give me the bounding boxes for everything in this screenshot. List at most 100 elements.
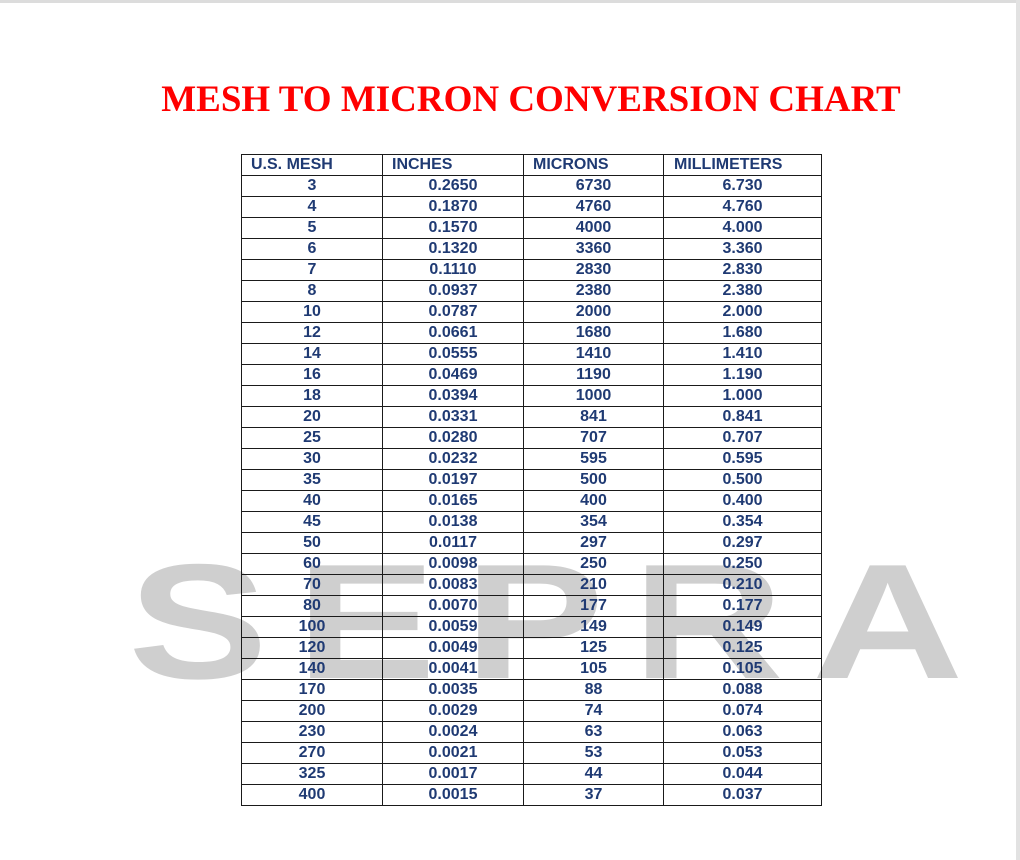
- cell-us-mesh: 40: [241, 490, 383, 512]
- table-row: 7 0.1110 2830 2.830: [241, 259, 822, 281]
- cell-inches: 0.0787: [382, 301, 524, 323]
- cell-millimeters: 1.190: [663, 364, 822, 386]
- cell-us-mesh: 18: [241, 385, 383, 407]
- cell-millimeters: 1.680: [663, 322, 822, 344]
- table-row: 18 0.0394 1000 1.000: [241, 385, 822, 407]
- table-row: 100 0.0059 149 0.149: [241, 616, 822, 638]
- cell-microns: 250: [523, 553, 664, 575]
- cell-microns: 707: [523, 427, 664, 449]
- cell-microns: 88: [523, 679, 664, 701]
- cell-inches: 0.0117: [382, 532, 524, 554]
- cell-us-mesh: 30: [241, 448, 383, 470]
- cell-inches: 0.0024: [382, 721, 524, 743]
- cell-inches: 0.0029: [382, 700, 524, 722]
- cell-microns: 2380: [523, 280, 664, 302]
- table-row: 35 0.0197 500 0.500: [241, 469, 822, 491]
- cell-microns: 63: [523, 721, 664, 743]
- cell-millimeters: 0.841: [663, 406, 822, 428]
- cell-us-mesh: 200: [241, 700, 383, 722]
- cell-millimeters: 6.730: [663, 175, 822, 197]
- cell-millimeters: 2.380: [663, 280, 822, 302]
- table-row: 140 0.0041 105 0.105: [241, 658, 822, 680]
- table-row: 60 0.0098 250 0.250: [241, 553, 822, 575]
- cell-inches: 0.0331: [382, 406, 524, 428]
- cell-inches: 0.0280: [382, 427, 524, 449]
- cell-microns: 400: [523, 490, 664, 512]
- cell-millimeters: 0.595: [663, 448, 822, 470]
- cell-microns: 841: [523, 406, 664, 428]
- cell-us-mesh: 6: [241, 238, 383, 260]
- table-row: 5 0.1570 4000 4.000: [241, 217, 822, 239]
- cell-us-mesh: 120: [241, 637, 383, 659]
- cell-millimeters: 1.000: [663, 385, 822, 407]
- cell-inches: 0.0138: [382, 511, 524, 533]
- cell-us-mesh: 80: [241, 595, 383, 617]
- top-border: [0, 0, 1020, 3]
- table-row: 30 0.0232 595 0.595: [241, 448, 822, 470]
- header-inches: INCHES: [382, 154, 524, 176]
- cell-microns: 53: [523, 742, 664, 764]
- cell-inches: 0.0098: [382, 553, 524, 575]
- cell-microns: 44: [523, 763, 664, 785]
- cell-microns: 1680: [523, 322, 664, 344]
- cell-millimeters: 0.354: [663, 511, 822, 533]
- table-row: 14 0.0555 1410 1.410: [241, 343, 822, 365]
- table-row: 325 0.0017 44 0.044: [241, 763, 822, 785]
- cell-us-mesh: 16: [241, 364, 383, 386]
- cell-millimeters: 0.125: [663, 637, 822, 659]
- cell-microns: 2830: [523, 259, 664, 281]
- table-row: 400 0.0015 37 0.037: [241, 784, 822, 806]
- header-millimeters: MILLIMETERS: [663, 154, 822, 176]
- cell-microns: 2000: [523, 301, 664, 323]
- cell-us-mesh: 230: [241, 721, 383, 743]
- cell-microns: 105: [523, 658, 664, 680]
- cell-inches: 0.0469: [382, 364, 524, 386]
- cell-millimeters: 0.037: [663, 784, 822, 806]
- cell-millimeters: 0.053: [663, 742, 822, 764]
- cell-us-mesh: 325: [241, 763, 383, 785]
- cell-microns: 6730: [523, 175, 664, 197]
- cell-us-mesh: 140: [241, 658, 383, 680]
- header-microns: MICRONS: [523, 154, 664, 176]
- cell-microns: 595: [523, 448, 664, 470]
- cell-us-mesh: 25: [241, 427, 383, 449]
- table-row: 230 0.0024 63 0.063: [241, 721, 822, 743]
- cell-millimeters: 0.063: [663, 721, 822, 743]
- cell-us-mesh: 100: [241, 616, 383, 638]
- cell-us-mesh: 10: [241, 301, 383, 323]
- table-row: 25 0.0280 707 0.707: [241, 427, 822, 449]
- cell-microns: 125: [523, 637, 664, 659]
- cell-inches: 0.0555: [382, 343, 524, 365]
- cell-us-mesh: 7: [241, 259, 383, 281]
- cell-microns: 1190: [523, 364, 664, 386]
- table-row: 12 0.0661 1680 1.680: [241, 322, 822, 344]
- cell-millimeters: 0.074: [663, 700, 822, 722]
- cell-inches: 0.0197: [382, 469, 524, 491]
- cell-us-mesh: 70: [241, 574, 383, 596]
- cell-inches: 0.1320: [382, 238, 524, 260]
- table-row: 270 0.0021 53 0.053: [241, 742, 822, 764]
- cell-inches: 0.1870: [382, 196, 524, 218]
- table-row: 120 0.0049 125 0.125: [241, 637, 822, 659]
- cell-millimeters: 4.760: [663, 196, 822, 218]
- cell-millimeters: 0.210: [663, 574, 822, 596]
- table-row: 6 0.1320 3360 3.360: [241, 238, 822, 260]
- cell-millimeters: 1.410: [663, 343, 822, 365]
- cell-millimeters: 0.707: [663, 427, 822, 449]
- cell-microns: 3360: [523, 238, 664, 260]
- cell-inches: 0.1110: [382, 259, 524, 281]
- cell-inches: 0.0661: [382, 322, 524, 344]
- cell-us-mesh: 4: [241, 196, 383, 218]
- header-row: U.S. MESH INCHES MICRONS MILLIMETERS: [241, 154, 822, 176]
- cell-us-mesh: 270: [241, 742, 383, 764]
- cell-microns: 354: [523, 511, 664, 533]
- cell-inches: 0.0083: [382, 574, 524, 596]
- cell-microns: 4760: [523, 196, 664, 218]
- cell-millimeters: 0.149: [663, 616, 822, 638]
- table-row: 40 0.0165 400 0.400: [241, 490, 822, 512]
- cell-us-mesh: 20: [241, 406, 383, 428]
- mesh-conversion-table: U.S. MESH INCHES MICRONS MILLIMETERS 3 0.…: [241, 154, 822, 806]
- table-row: 8 0.0937 2380 2.380: [241, 280, 822, 302]
- cell-us-mesh: 8: [241, 280, 383, 302]
- cell-inches: 0.0035: [382, 679, 524, 701]
